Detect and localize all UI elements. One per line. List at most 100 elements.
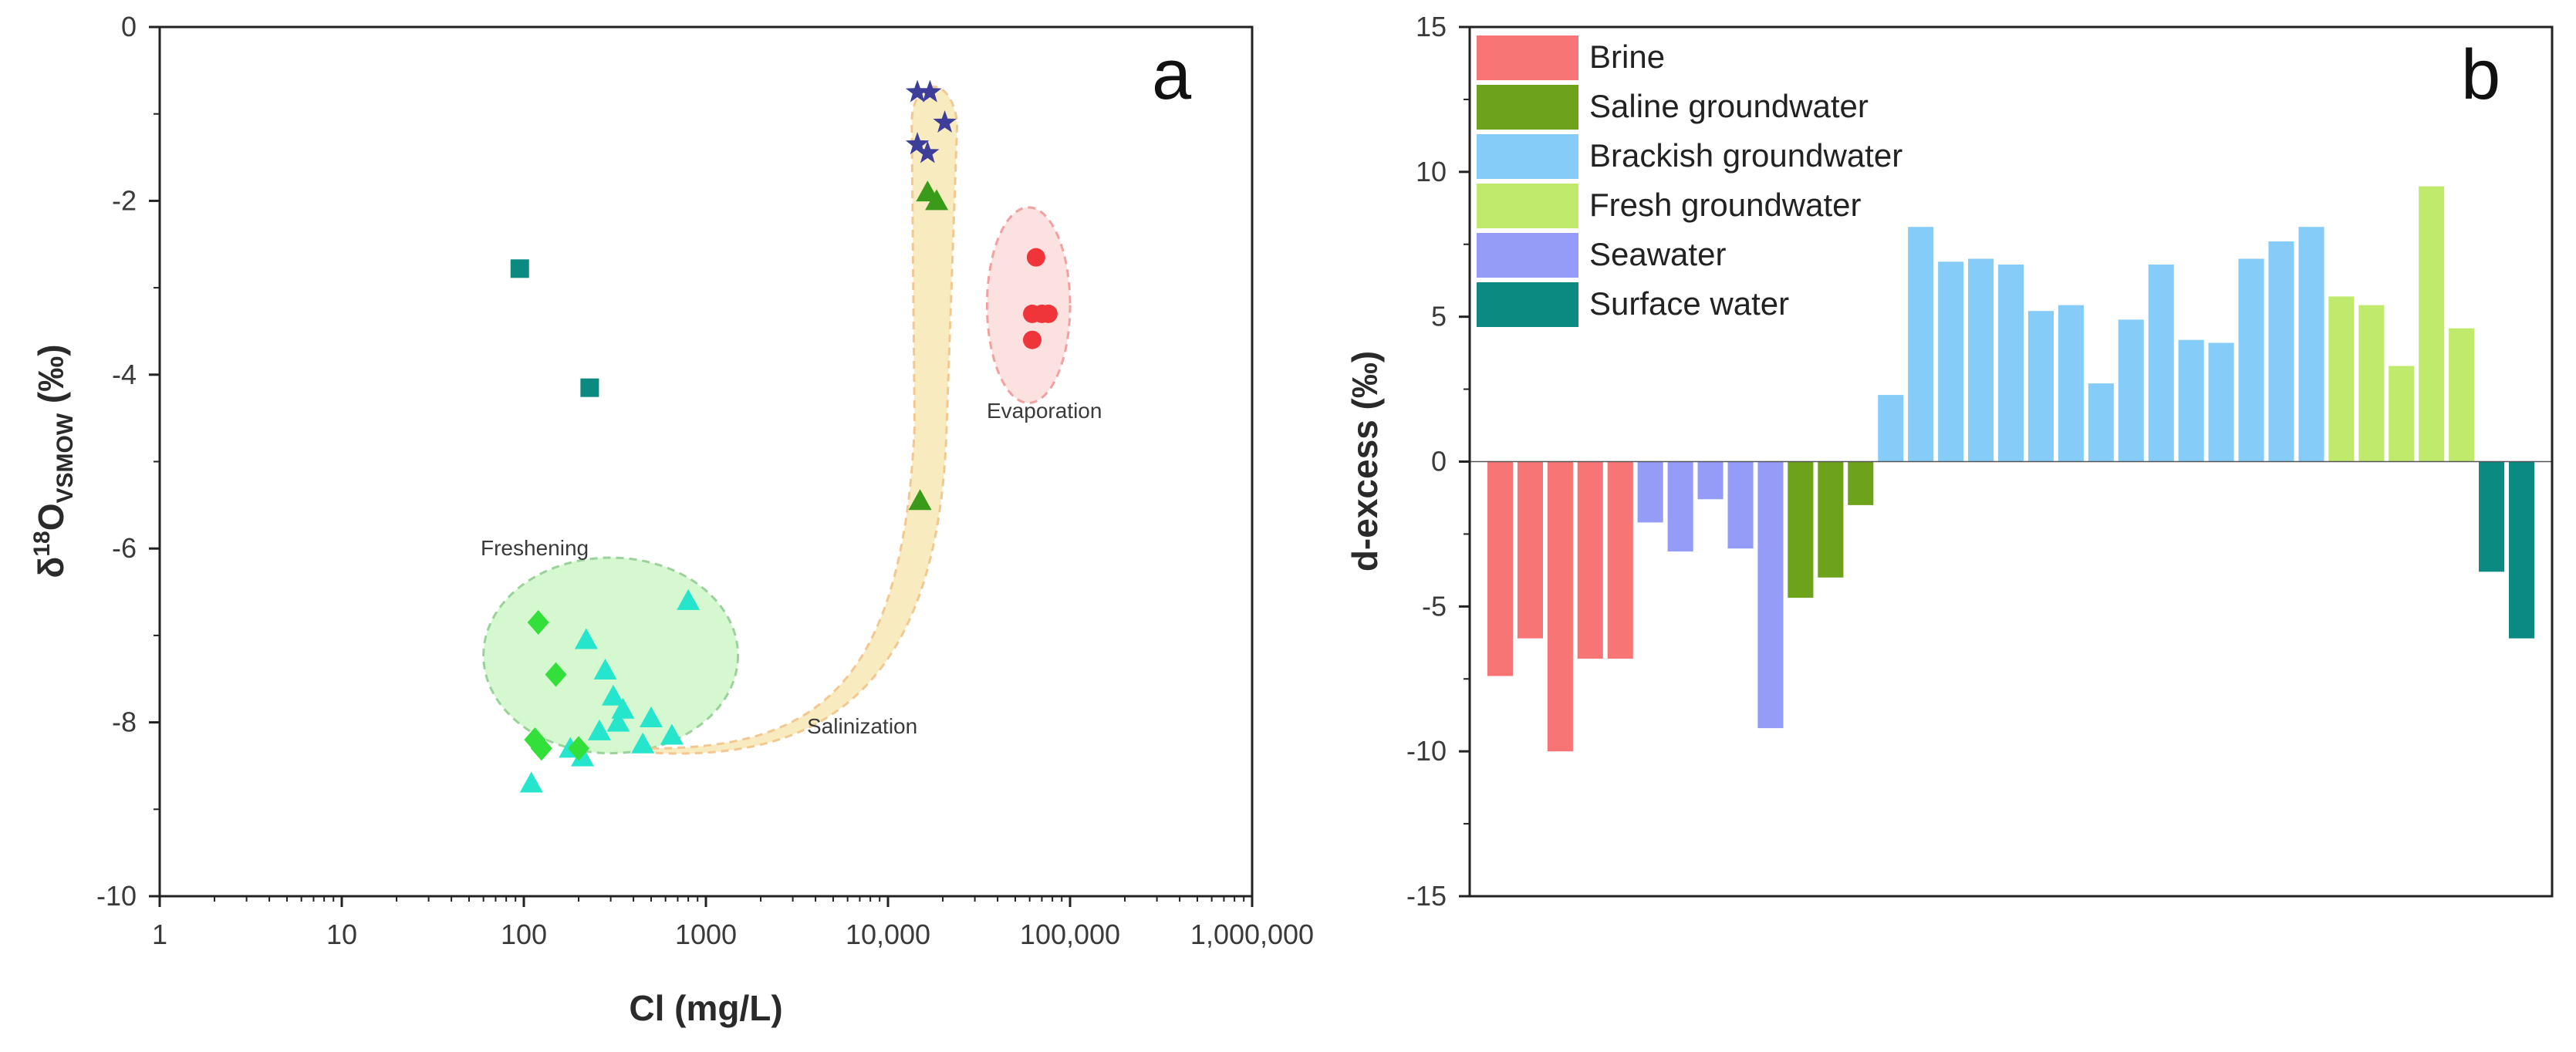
chart-a-xtick-label: 1000 xyxy=(675,919,737,950)
legend-label: Saline groundwater xyxy=(1589,88,1869,124)
chart-a-ylabel-sub: VSMOW xyxy=(52,413,78,503)
bar-seawater-5 xyxy=(1757,461,1784,729)
chart-a-xtick-label: 1,000,000 xyxy=(1190,919,1314,950)
point-seawater-2 xyxy=(918,79,942,103)
point-brackish-groundwater-6 xyxy=(606,710,630,732)
chart-a-xtick-label: 100,000 xyxy=(1020,919,1120,950)
chart-a-region-label-salinization: Salinization xyxy=(807,714,917,738)
legend-swatch-fresh-groundwater xyxy=(1477,184,1578,228)
point-fresh-groundwater-2 xyxy=(545,662,567,687)
legend-label: Brine xyxy=(1589,39,1665,75)
point-surface-water-1 xyxy=(510,259,529,278)
chart-b-ytick-label: -5 xyxy=(1422,590,1447,622)
bar-brackish-groundwater-15 xyxy=(2298,227,2324,462)
point-seawater-5 xyxy=(916,140,940,164)
point-seawater-4 xyxy=(905,132,930,155)
legend-swatch-brackish-groundwater xyxy=(1477,134,1578,179)
bar-brine-4 xyxy=(1577,461,1603,659)
chart-b-ytick-label: -15 xyxy=(1406,880,1447,912)
point-brackish-groundwater-9 xyxy=(660,723,684,745)
bar-brackish-groundwater-4 xyxy=(1968,258,1994,462)
bar-brine-3 xyxy=(1547,461,1573,752)
bar-brackish-groundwater-1 xyxy=(1878,395,1904,462)
chart-b-ylabel: d-excess (‰) xyxy=(1345,351,1385,572)
legend-label: Surface water xyxy=(1589,285,1789,322)
bar-brackish-groundwater-5 xyxy=(1997,265,2024,462)
point-seawater-3 xyxy=(933,110,957,133)
chart-a-xtick-label: 10,000 xyxy=(846,919,930,950)
bar-saline-groundwater-1 xyxy=(1788,461,1814,598)
bar-fresh-groundwater-1 xyxy=(2328,296,2355,462)
point-saline-groundwater-3 xyxy=(908,489,932,511)
chart-a-ytick-label: -2 xyxy=(112,184,137,216)
chart-b-ytick-label: -10 xyxy=(1406,735,1447,767)
chart-b-ytick-label: 0 xyxy=(1431,446,1447,477)
bar-surface-water-1 xyxy=(2479,461,2505,572)
chart-a-ticks: 1 10 100 1000 10,000 100,000 1,000,000 0 -2 -4 -6 -… xyxy=(96,11,1314,950)
point-saline-groundwater-2 xyxy=(925,189,949,211)
chart-a-panel-label: a xyxy=(1152,35,1192,114)
chart-a-frame xyxy=(158,25,1254,898)
bar-fresh-groundwater-4 xyxy=(2419,186,2445,462)
chart-a-ytick-label: 0 xyxy=(121,11,137,42)
chart-a-region-label-evaporation: Evaporation xyxy=(987,399,1102,423)
bar-brine-1 xyxy=(1487,461,1513,676)
point-seawater-1 xyxy=(905,79,930,103)
point-brine-1 xyxy=(1026,248,1045,267)
bar-seawater-4 xyxy=(1727,461,1754,549)
legend-label: Seawater xyxy=(1589,236,1726,272)
bar-seawater-2 xyxy=(1667,461,1693,551)
bar-seawater-1 xyxy=(1637,461,1663,523)
legend-swatch-brine xyxy=(1477,35,1578,80)
bar-brine-2 xyxy=(1517,461,1543,639)
bar-brackish-groundwater-7 xyxy=(2058,305,2084,462)
chart-b-ytick-label: 5 xyxy=(1431,301,1447,332)
bar-brackish-groundwater-13 xyxy=(2238,258,2264,462)
chart-a-xlabel: Cl (mg/L) xyxy=(629,988,782,1028)
chart-a-ylabel-o: O xyxy=(31,504,71,531)
bar-saline-groundwater-3 xyxy=(1848,461,1874,505)
bar-brackish-groundwater-10 xyxy=(2148,265,2174,462)
bar-brackish-groundwater-11 xyxy=(2178,339,2204,462)
point-brackish-groundwater-8 xyxy=(587,719,611,740)
legend-swatch-surface-water xyxy=(1477,282,1578,327)
chart-a-ylabel-delta: δ xyxy=(31,557,71,578)
bar-brine-5 xyxy=(1607,461,1633,659)
legend-label: Brackish groundwater xyxy=(1589,137,1902,174)
point-fresh-groundwater-4 xyxy=(530,736,552,761)
chart-a-xtick-label: 10 xyxy=(326,919,357,950)
point-brine-4 xyxy=(1038,304,1058,323)
point-brackish-groundwater-4 xyxy=(601,684,625,706)
chart-a: 1 10 100 1000 10,000 100,000 1,000,000 0 -2 -4 -6 -… xyxy=(29,11,1314,1028)
chart-a-ytick-label: -8 xyxy=(112,706,137,738)
legend-swatch-saline-groundwater xyxy=(1477,85,1578,130)
point-fresh-groundwater-1 xyxy=(527,609,549,635)
bar-brackish-groundwater-3 xyxy=(1938,261,1964,462)
point-fresh-groundwater-5 xyxy=(568,736,590,761)
point-brackish-groundwater-7 xyxy=(639,706,663,727)
chart-a-points xyxy=(510,79,1058,793)
region-evaporation xyxy=(985,206,1072,404)
bar-brackish-groundwater-6 xyxy=(2027,311,2054,462)
chart-a-ylabel: δ18OVSMOW (‰) xyxy=(29,344,78,578)
bar-fresh-groundwater-2 xyxy=(2358,305,2385,462)
region-freshening xyxy=(482,556,740,755)
chart-a-xtick-label: 100 xyxy=(501,919,547,950)
point-brine-5 xyxy=(1023,330,1042,349)
bar-brackish-groundwater-14 xyxy=(2268,241,2294,462)
chart-a-ylabel-sup: 18 xyxy=(29,531,55,556)
bar-brackish-groundwater-8 xyxy=(2088,383,2114,462)
chart-b-legend: Brine Saline groundwater Brackish groundwa… xyxy=(1477,35,1902,327)
chart-a-ylabel-unit: (‰) xyxy=(31,344,71,413)
point-brackish-groundwater-2 xyxy=(574,628,598,649)
point-surface-water-2 xyxy=(580,378,599,397)
point-brackish-groundwater-10 xyxy=(631,732,655,754)
chart-a-ytick-label: -10 xyxy=(96,880,137,912)
bar-fresh-groundwater-5 xyxy=(2449,328,2475,462)
chart-a-xtick-label: 1 xyxy=(152,919,167,950)
chart-b-ytick-label: 10 xyxy=(1416,156,1447,187)
bar-brackish-groundwater-2 xyxy=(1908,227,1934,462)
bar-brackish-groundwater-12 xyxy=(2208,342,2234,462)
bar-seawater-3 xyxy=(1697,461,1724,500)
